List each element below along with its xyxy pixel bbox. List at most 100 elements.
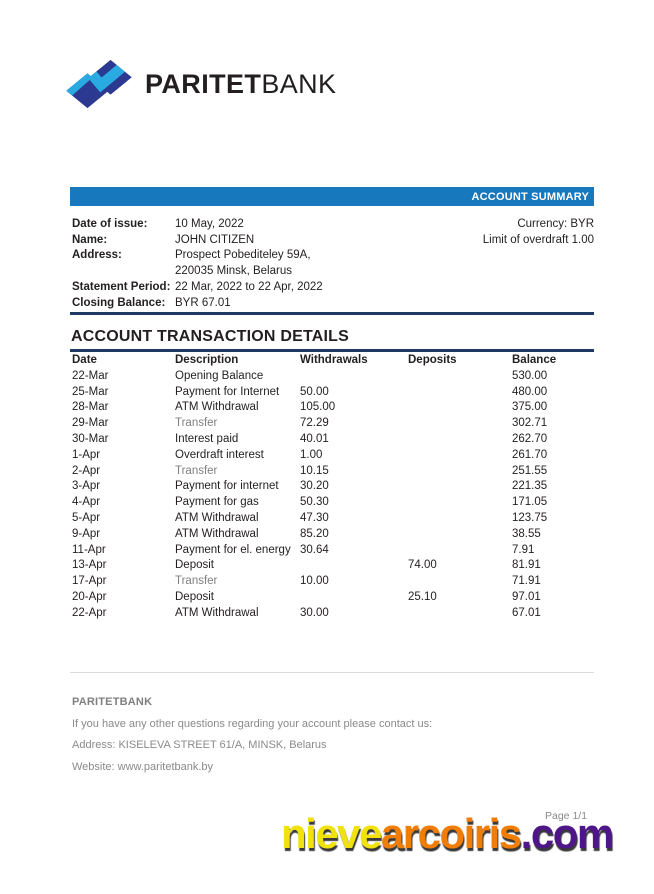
cell-description: Payment for el. energy bbox=[175, 543, 291, 556]
cell-deposit bbox=[408, 416, 512, 432]
cell-deposit bbox=[408, 479, 512, 495]
cell-date: 5-Apr bbox=[72, 511, 101, 524]
field-value: 22 Mar, 2022 to 22 Apr, 2022 bbox=[175, 280, 323, 293]
table-row: 25-Mar Payment for Internet 50.00 480.00 bbox=[70, 385, 594, 401]
cell-deposit: 25.10 bbox=[408, 590, 437, 603]
cell-deposit: 74.00 bbox=[408, 559, 437, 572]
cell-description: ATM Withdrawal bbox=[175, 527, 259, 540]
table-row: 17-Apr Transfer 10.00 71.91 bbox=[70, 574, 594, 590]
cell-withdrawal bbox=[300, 590, 408, 606]
table-row: 2-Apr Transfer 10.15 251.55 bbox=[70, 464, 594, 480]
cell-withdrawal: 10.00 bbox=[300, 575, 329, 588]
cell-deposit bbox=[408, 574, 512, 590]
cell-date: 2-Apr bbox=[72, 464, 101, 477]
divider-rule bbox=[70, 349, 594, 352]
cell-description: ATM Withdrawal bbox=[175, 606, 259, 619]
table-row: 5-Apr ATM Withdrawal 47.30 123.75 bbox=[70, 511, 594, 527]
cell-withdrawal: 30.64 bbox=[300, 543, 329, 556]
table-row: 22-Mar Opening Balance 530.00 bbox=[70, 369, 594, 385]
footer-bank-name: PARITETBANK bbox=[72, 696, 153, 708]
cell-deposit bbox=[408, 495, 512, 511]
cell-deposit bbox=[408, 400, 512, 416]
transactions-table: Date Description Withdrawals Deposits Ba… bbox=[70, 353, 594, 622]
bank-logo: PARITETBANK bbox=[64, 58, 336, 110]
cell-deposit bbox=[408, 432, 512, 448]
summary-row-address: Address: Prospect Pobediteley 59A, bbox=[72, 248, 418, 264]
cell-balance: 81.91 bbox=[512, 559, 541, 572]
summary-row-address-2: 220035 Minsk, Belarus bbox=[72, 264, 418, 280]
bank-logo-wordmark: PARITETBANK bbox=[145, 69, 336, 100]
account-summary-title: ACCOUNT SUMMARY bbox=[471, 190, 589, 203]
table-row: 29-Mar Transfer 72.29 302.71 bbox=[70, 416, 594, 432]
cell-balance: 71.91 bbox=[512, 575, 541, 588]
table-row: 13-Apr Deposit 74.00 81.91 bbox=[70, 558, 594, 574]
overdraft-limit-label: Limit of overdraft 1.00 bbox=[482, 233, 594, 246]
cell-date: 30-Mar bbox=[72, 432, 109, 445]
field-value: BYR 67.01 bbox=[175, 296, 231, 309]
cell-description: Transfer bbox=[175, 417, 218, 430]
cell-date: 17-Apr bbox=[72, 575, 107, 588]
footer-website-line: Website: www.paritetbank.by bbox=[72, 760, 214, 773]
transactions-title: ACCOUNT TRANSACTION DETAILS bbox=[71, 328, 349, 345]
cell-balance: 38.55 bbox=[512, 527, 541, 540]
divider-rule bbox=[70, 312, 594, 315]
cell-balance: 7.91 bbox=[512, 543, 535, 556]
cell-withdrawal: 30.20 bbox=[300, 480, 329, 493]
cell-date: 20-Apr bbox=[72, 590, 107, 603]
currency-label: Currency: BYR bbox=[517, 218, 594, 230]
cell-deposit bbox=[408, 464, 512, 480]
col-header-withdrawals: Withdrawals bbox=[300, 354, 368, 366]
cell-balance: 480.00 bbox=[512, 385, 548, 398]
cell-withdrawal bbox=[300, 558, 408, 574]
cell-balance: 261.70 bbox=[512, 448, 548, 461]
cell-deposit bbox=[408, 543, 512, 559]
cell-deposit bbox=[408, 606, 512, 622]
table-row: 28-Mar ATM Withdrawal 105.00 375.00 bbox=[70, 400, 594, 416]
col-header-date: Date bbox=[72, 354, 97, 366]
footer-address-line: Address: KISELEVA STREET 61/A, MINSK, Be… bbox=[72, 739, 327, 751]
cell-withdrawal: 105.00 bbox=[300, 401, 336, 414]
cell-date: 22-Apr bbox=[72, 606, 107, 619]
cell-withdrawal: 10.15 bbox=[300, 464, 329, 477]
cell-balance: 375.00 bbox=[512, 401, 548, 414]
cell-description: Opening Balance bbox=[175, 369, 264, 382]
cell-date: 3-Apr bbox=[72, 480, 101, 493]
summary-row-closing-balance: Closing Balance: BYR 67.01 bbox=[72, 296, 418, 312]
cell-date: 25-Mar bbox=[72, 385, 109, 398]
cell-withdrawal: 1.00 bbox=[300, 448, 323, 461]
footer-block: PARITETBANK If you have any other questi… bbox=[72, 692, 432, 778]
field-label: Address: bbox=[72, 249, 122, 262]
table-header-row: Date Description Withdrawals Deposits Ba… bbox=[70, 353, 594, 369]
cell-balance: 67.01 bbox=[512, 606, 541, 619]
account-summary-bar: ACCOUNT SUMMARY bbox=[70, 187, 594, 206]
cell-deposit bbox=[408, 527, 512, 543]
table-row: 3-Apr Payment for internet 30.20 221.35 bbox=[70, 479, 594, 495]
cell-description: Deposit bbox=[175, 559, 214, 572]
cell-deposit bbox=[408, 385, 512, 401]
table-row: 30-Mar Interest paid 40.01 262.70 bbox=[70, 432, 594, 448]
summary-row-name: Name: JOHN CITIZEN bbox=[72, 233, 418, 249]
table-row: 9-Apr ATM Withdrawal 85.20 38.55 bbox=[70, 527, 594, 543]
cell-description: ATM Withdrawal bbox=[175, 401, 259, 414]
watermark-part-purple: .com bbox=[520, 810, 615, 857]
field-value: 10 May, 2022 bbox=[175, 218, 244, 230]
field-value: 220035 Minsk, Belarus bbox=[175, 265, 292, 278]
cell-description: Payment for gas bbox=[175, 496, 259, 509]
page-number: Page 1/1 bbox=[545, 810, 588, 822]
col-header-description: Description bbox=[175, 354, 239, 366]
field-label bbox=[72, 264, 175, 280]
cell-date: 29-Mar bbox=[72, 417, 109, 430]
cell-balance: 123.75 bbox=[512, 511, 548, 524]
cell-description: Transfer bbox=[175, 575, 218, 588]
cell-description: Interest paid bbox=[175, 432, 239, 445]
field-value: JOHN CITIZEN bbox=[175, 233, 255, 246]
watermark-part-orange: arcoiris bbox=[380, 810, 522, 857]
cell-date: 1-Apr bbox=[72, 448, 101, 461]
summary-row-date-of-issue: Date of issue: 10 May, 2022 bbox=[72, 217, 418, 233]
field-label: Date of issue: bbox=[72, 218, 148, 230]
col-header-deposits: Deposits bbox=[408, 354, 457, 366]
cell-date: 22-Mar bbox=[72, 369, 109, 382]
cell-withdrawal: 72.29 bbox=[300, 417, 329, 430]
cell-balance: 171.05 bbox=[512, 496, 548, 509]
